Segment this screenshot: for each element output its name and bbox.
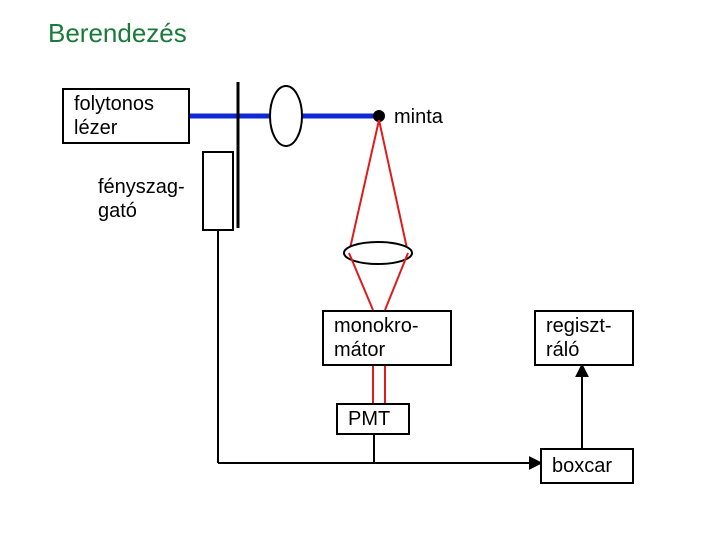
sample-label: minta [394,105,443,129]
red-beam-top-left [349,120,379,253]
chopper-label: fényszag- gató [98,175,185,223]
laser-label: folytonos lézer [74,92,154,140]
lens-2 [344,242,412,264]
lens-1 [270,86,302,146]
boxcar-label: boxcar [552,454,612,478]
laser-box: folytonos lézer [62,88,190,144]
pmt-label: PMT [348,407,390,431]
red-beam-low-left [349,253,373,310]
boxcar-box: boxcar [540,448,634,484]
monochromator-label: monokro- mátor [334,314,418,362]
sample-dot [373,110,385,122]
monochromator-box: monokro- mátor [322,310,452,366]
recorder-box: regiszt- ráló [534,310,634,366]
recorder-label: regiszt- ráló [546,314,612,362]
page-title: Berendezés [48,18,187,49]
chopper-body [203,152,233,230]
red-beam-top-right [379,120,408,253]
pmt-box: PMT [336,403,410,435]
red-beam-low-right [385,253,408,310]
